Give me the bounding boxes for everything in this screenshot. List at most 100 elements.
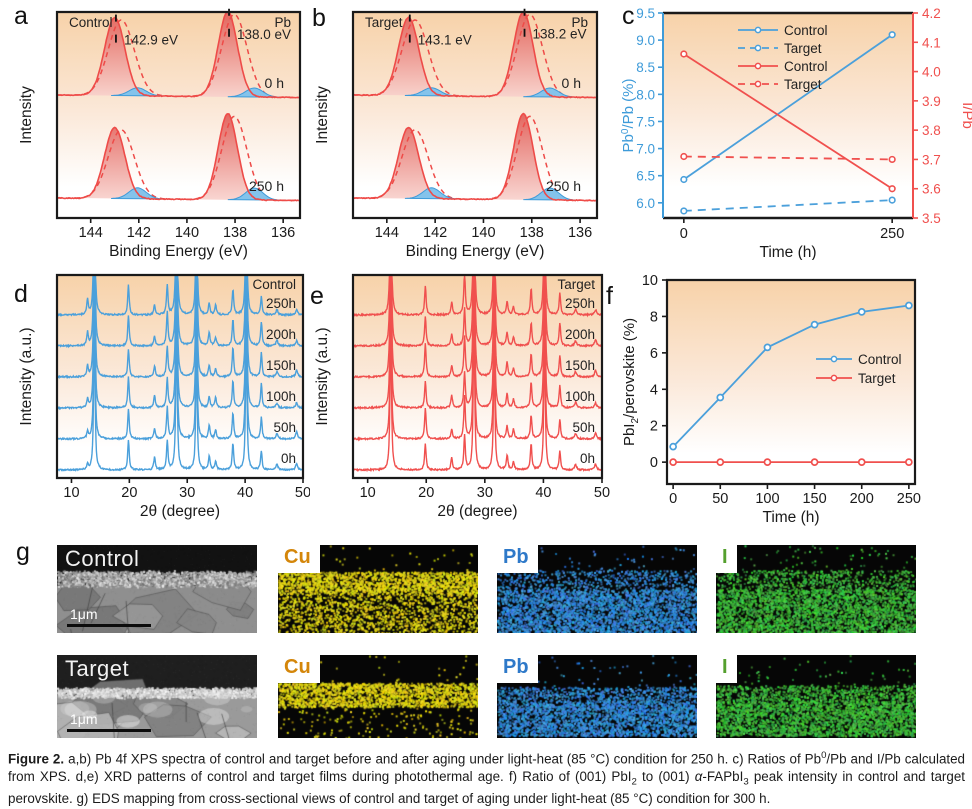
xrd-trace-0h — [58, 312, 302, 472]
x-tick-label: 136 — [568, 225, 592, 241]
time-label: 200h — [266, 327, 296, 342]
element-label-i: I — [716, 545, 737, 573]
x-axis-title: Time (h) — [759, 244, 816, 260]
aging-time-label: 250 h — [546, 178, 581, 194]
eds-map-pb-control: Pb — [497, 545, 697, 633]
time-label: 250h — [565, 296, 595, 311]
sem-image-control: Control 1μm — [57, 545, 257, 633]
left-tick-label: 7.5 — [636, 114, 655, 129]
series-target-right — [683, 155, 893, 161]
xrd-chart-target: 0h 50h 100h 150h 200h 250h 10 20 30 40 50 2θ (degre… — [314, 273, 610, 520]
eds-map-i-target: I — [716, 655, 916, 738]
element-label: Pb — [571, 15, 588, 30]
x-tick-label: 140 — [471, 225, 495, 241]
legend-label: Target — [784, 41, 822, 56]
figure-caption: Figure 2. a,b) Pb 4f XPS spectra of cont… — [8, 750, 965, 808]
y-tick-label: 8 — [650, 309, 658, 325]
metallic-pb-component — [111, 87, 163, 97]
peak-energy-label: 142.9 eV — [124, 33, 178, 48]
xps-fill-0 — [58, 13, 299, 98]
xps-curve-0 — [58, 13, 299, 99]
y-axis-title: Intensity — [314, 86, 331, 144]
right-tick-label: 3.5 — [922, 211, 941, 226]
xps-chart-target: 0 h 143.1 eV 138.2 eV 250 h 144 142 140 138 136 B… — [314, 8, 599, 260]
element-label-pb: Pb — [497, 655, 538, 683]
series-control — [672, 304, 910, 448]
xps-curve-1 — [354, 112, 596, 202]
sem-image-target: Target 1μm — [57, 655, 257, 738]
xps-curve-0 — [354, 13, 596, 99]
panel-letter-a: a — [14, 2, 28, 30]
scalebar-text: 1μm — [70, 711, 98, 727]
time-label: 100h — [565, 389, 595, 404]
x-tick-label: 50 — [594, 485, 610, 501]
xrd-trace-250h — [354, 276, 601, 318]
x-tick-label: 136 — [271, 225, 295, 241]
y-tick-label: 4 — [650, 382, 658, 398]
series-control-right — [683, 53, 893, 190]
eds-canvas-i-target — [716, 655, 916, 738]
xps-fill-1 — [354, 113, 596, 201]
time-label: 50h — [273, 420, 296, 435]
sample-label: Target — [365, 15, 403, 30]
xrd-chart-control: 0h 50h 100h 150h 200h 250h 10 20 30 40 50 2θ (degre… — [18, 273, 310, 520]
element-label-pb: Pb — [497, 545, 538, 573]
x-tick-label: 40 — [535, 485, 551, 501]
xps-fill-0 — [354, 13, 596, 98]
x-tick-label: 10 — [360, 485, 376, 501]
eds-map-cu-target: Cu — [278, 655, 478, 738]
panel-letter-e: e — [310, 282, 324, 310]
left-axis-title: Pb0/Pb (%) — [620, 79, 637, 153]
right-axis-title: I/Pb — [959, 102, 972, 129]
caption-text: /Pb and I/Pb calculated from XPS. d,e) X… — [8, 751, 966, 785]
caption-text: 3 — [743, 776, 749, 788]
xrd-trace-50h — [58, 281, 302, 442]
y-tick-label: 2 — [650, 419, 658, 435]
xrd-trace-0h — [354, 311, 601, 473]
x-tick-label: 138 — [520, 225, 544, 241]
panel-a-xps-control: 0 h 142.9 eV 138.0 eV 250 h 144 142 140 138 136 B… — [0, 0, 310, 260]
right-tick-label: 3.9 — [922, 94, 941, 109]
right-tick-label: 4.0 — [922, 65, 941, 80]
legend-label: Target — [858, 371, 896, 386]
x-tick-label: 40 — [237, 485, 253, 501]
aging-time-label: 0 h — [265, 75, 284, 91]
data-point — [716, 393, 725, 402]
legend-label: Control — [784, 23, 828, 38]
series-target-left — [683, 199, 893, 212]
peak-energy-label: 138.0 eV — [237, 27, 291, 42]
left-tick-label: 8.5 — [636, 60, 655, 75]
x-tick-label: 30 — [179, 485, 195, 501]
caption-text: Figure 2. — [8, 751, 65, 767]
data-point — [888, 31, 896, 39]
scalebar-line — [67, 729, 151, 732]
time-label: 50h — [572, 420, 595, 435]
xrd-trace-200h — [354, 276, 601, 349]
data-point — [905, 458, 913, 466]
metallic-pb-component — [523, 87, 576, 98]
sem-label-target: Target — [65, 656, 130, 681]
y-axis-title: Intensity (a.u.) — [18, 327, 35, 425]
xrd-trace-200h — [58, 276, 302, 349]
x-tick-label: 0 — [680, 226, 688, 242]
metallic-pb-component — [404, 87, 457, 97]
xrd-trace-150h — [354, 276, 601, 380]
element-label: Pb — [274, 15, 291, 30]
peak-energy-label: 143.1 eV — [418, 33, 472, 48]
x-axis-title: 2θ (degree) — [437, 503, 517, 520]
data-point — [680, 50, 688, 58]
caption-text: α — [694, 769, 703, 785]
panel-b-xps-target: 0 h 143.1 eV 138.2 eV 250 h 144 142 140 138 136 B… — [300, 0, 612, 260]
panel-letter-d: d — [14, 280, 28, 308]
right-tick-label: 3.7 — [922, 152, 941, 167]
data-point — [905, 301, 913, 310]
element-label-i: I — [716, 655, 737, 683]
xrd-trace-100h — [58, 276, 302, 411]
time-label: 0h — [580, 451, 595, 466]
y-axis-title: Intensity — [18, 86, 35, 144]
caption-text: 2 — [631, 776, 637, 788]
series-control-left — [683, 33, 893, 181]
xps-curve-1 — [58, 112, 299, 202]
scalebar-text: 1μm — [70, 606, 98, 622]
